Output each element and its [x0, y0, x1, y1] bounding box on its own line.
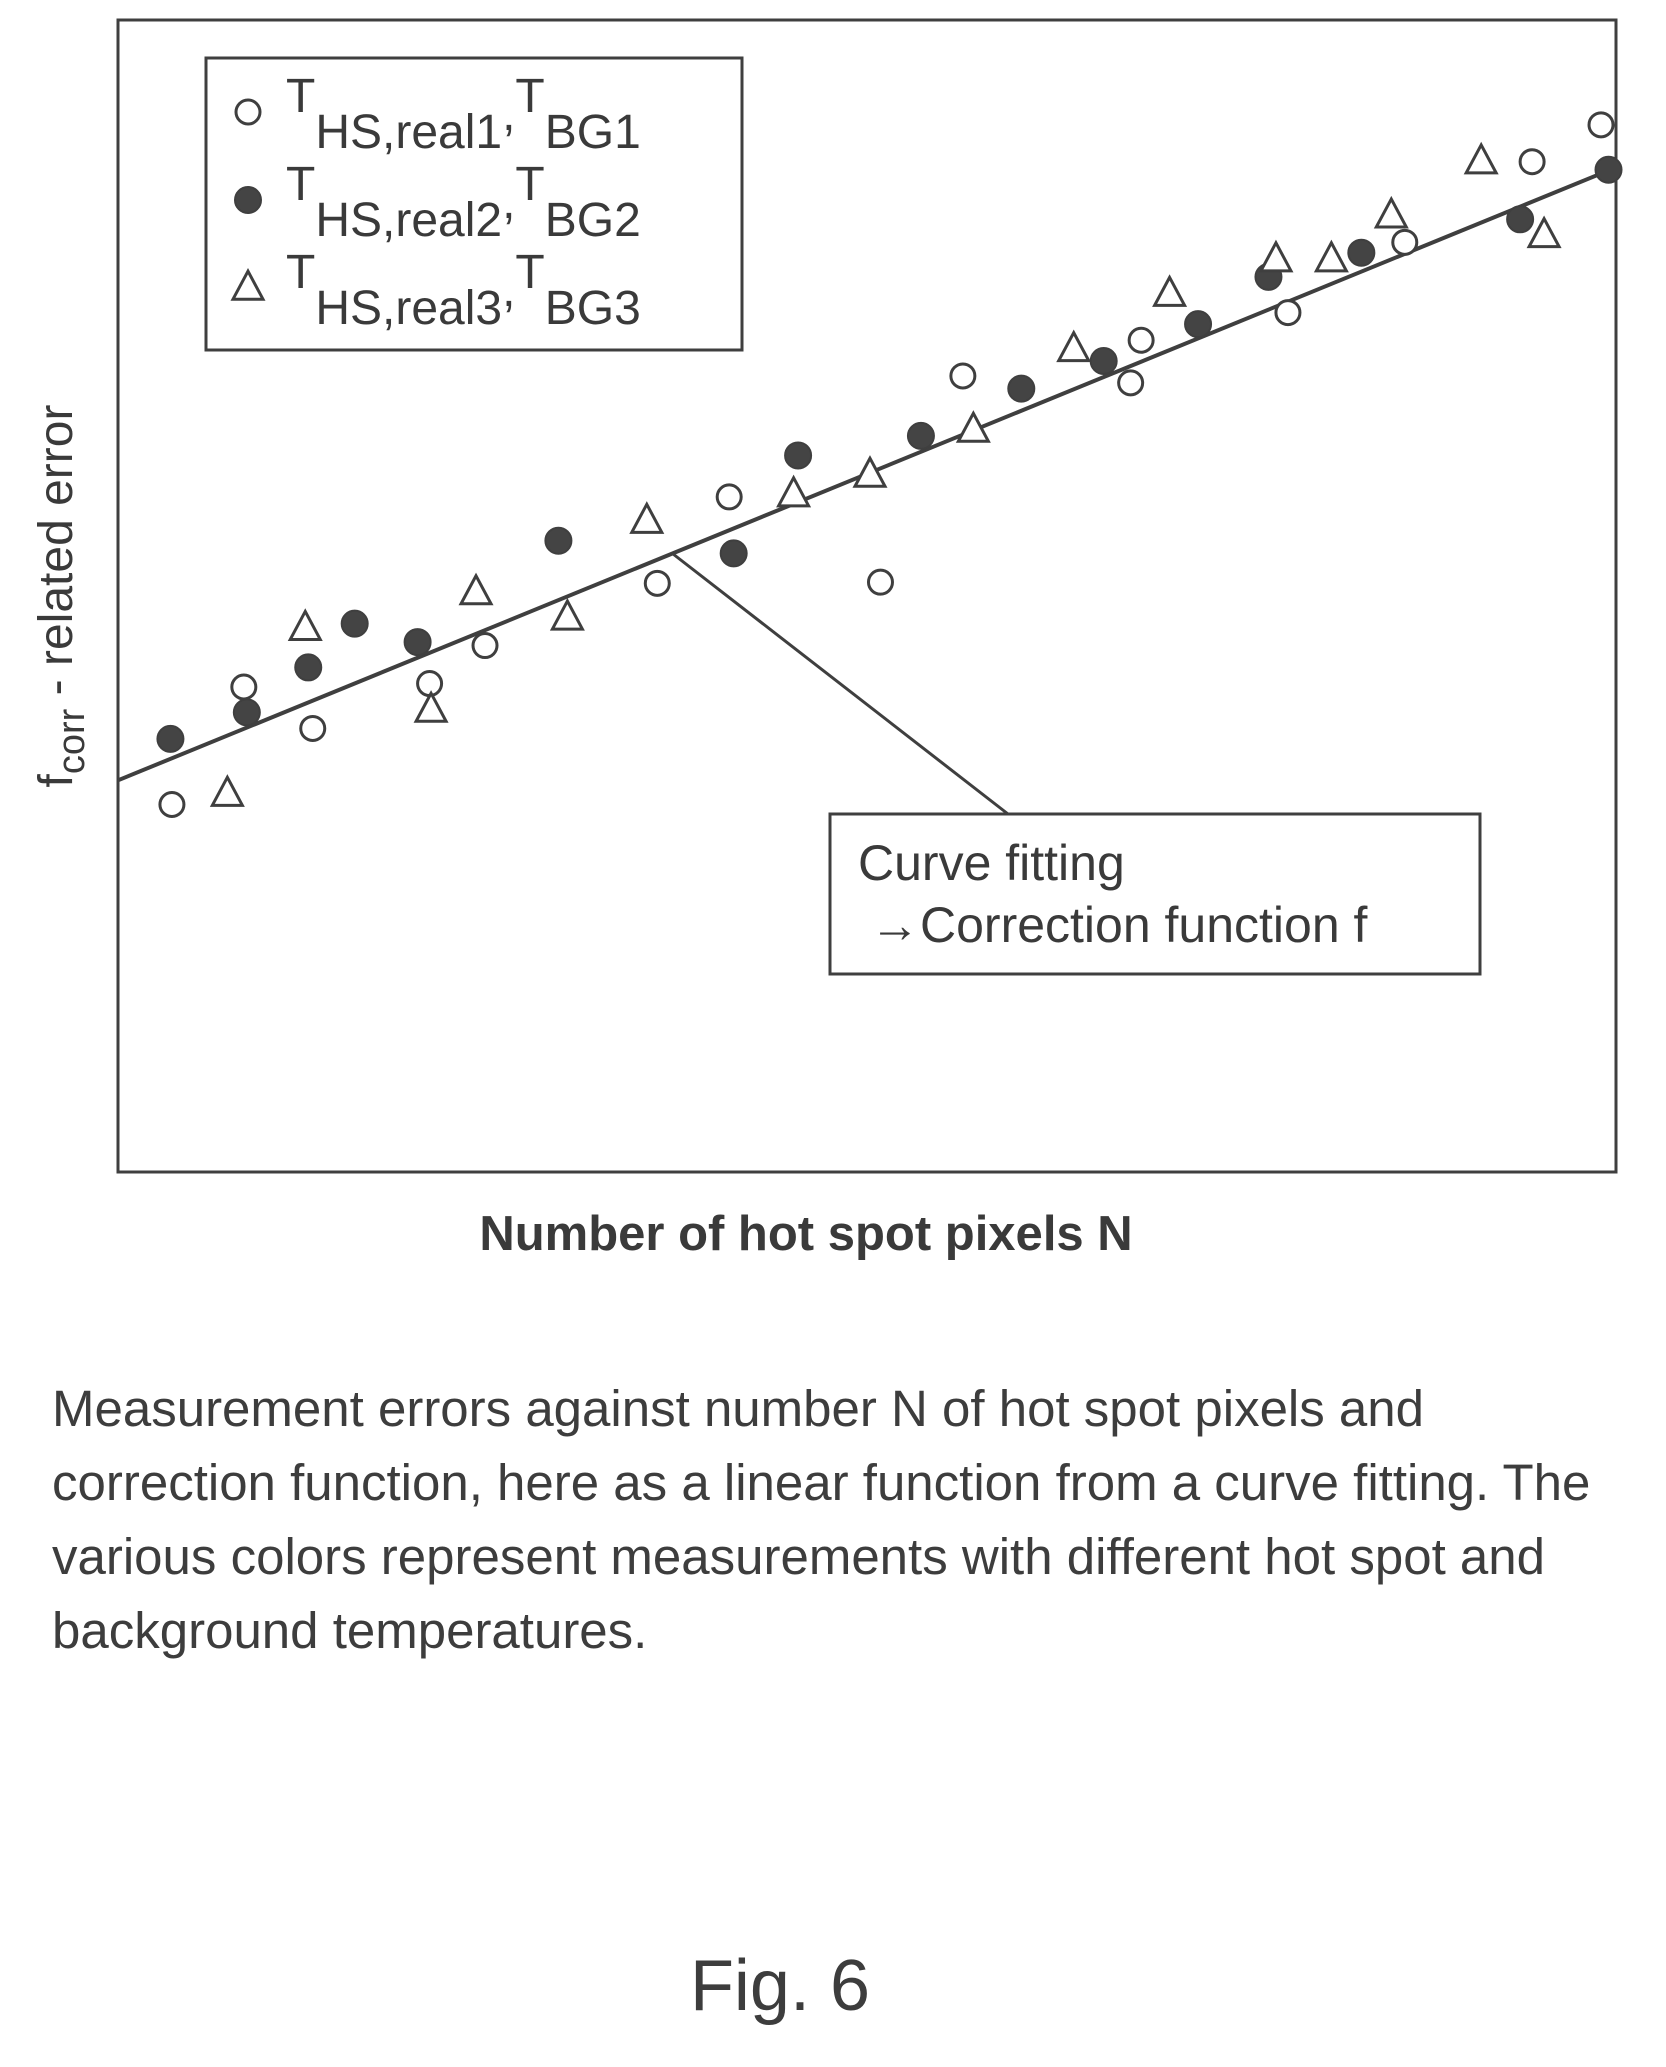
data-point-series-2 [1594, 155, 1623, 184]
marks-layer [156, 111, 1623, 819]
data-point-series-3 [776, 474, 812, 508]
legend-label-3-part-5: BG3 [545, 282, 641, 335]
data-point-series-3 [1056, 329, 1092, 363]
annotation-line-2-text: Correction function f [920, 897, 1368, 953]
y-axis-label-main: f [30, 773, 83, 787]
legend-label-1-part-4: T [515, 70, 544, 123]
data-point-series-2 [784, 441, 813, 470]
data-point-series-3 [287, 608, 323, 641]
data-point-series-3 [1258, 239, 1294, 273]
data-point-series-2 [294, 653, 323, 682]
annotation-line-1: Curve fitting [858, 835, 1125, 891]
data-point-series-1 [866, 568, 894, 596]
x-axis-label: Number of hot spot pixels N [479, 1207, 1132, 1261]
legend-label-2-part-4: T [515, 158, 544, 211]
data-point-series-1 [1587, 111, 1615, 139]
legend-box [204, 56, 744, 352]
data-point-series-2 [544, 526, 573, 555]
data-point-series-2 [156, 724, 185, 753]
data-point-series-2 [719, 539, 748, 568]
figure-label: Fig. 6 [689, 1946, 871, 2026]
data-point-series-3 [1152, 274, 1188, 307]
legend-label-2-part-2: HS,real2 [315, 194, 502, 247]
data-point-series-2 [232, 698, 261, 727]
data-point-series-2 [1089, 346, 1118, 375]
annotation-box [828, 812, 1482, 976]
data-point-series-2 [1184, 310, 1213, 339]
data-point-series-1 [299, 714, 327, 742]
data-point-series-3 [458, 572, 494, 606]
fit-annotation: Curve fitting →Correction function f [671, 552, 1482, 976]
data-point-series-3 [1373, 195, 1409, 229]
data-point-series-2 [403, 628, 432, 657]
data-point-series-1 [1127, 326, 1155, 354]
arrow-right-icon: → [870, 897, 920, 953]
data-point-series-3 [629, 501, 665, 534]
legend-label-3-part-2: HS,real3 [315, 282, 502, 335]
legend-label-2-part-3: , [502, 176, 515, 229]
y-axis-label-sub: corr [51, 708, 93, 774]
legend-label-3-part-3: , [502, 264, 515, 317]
data-point-series-1 [1274, 299, 1302, 327]
plot-frame [116, 18, 1618, 1174]
data-point-series-1 [158, 791, 186, 819]
data-point-series-2 [906, 421, 935, 450]
data-point-series-2 [1007, 374, 1036, 403]
legend-label-2-part-5: BG2 [545, 194, 641, 247]
legend-label-1-part-2: HS,real1 [315, 106, 502, 159]
data-point-series-1 [230, 673, 258, 701]
legend-label-1-part-5: BG1 [545, 106, 641, 159]
data-point-series-2 [1506, 205, 1535, 234]
legend-entries: THS,real1,TBG1THS,real2,TBG2THS,real3,TB… [230, 70, 641, 335]
data-point-series-1 [643, 569, 671, 597]
y-axis-label: fcorr - related error [30, 405, 93, 788]
legend-label-1: THS,real1,TBG1 [286, 70, 641, 159]
data-point-series-3 [413, 690, 449, 723]
legend-label-3-part-4: T [515, 246, 544, 299]
legend-label-2-part-1: T [286, 158, 315, 211]
data-point-series-3 [549, 597, 585, 631]
data-point-series-1 [416, 670, 444, 698]
annotation-line-2: →Correction function f [870, 897, 1368, 953]
annotation-leader-line [671, 552, 1009, 816]
data-point-series-2 [340, 609, 369, 638]
y-axis-label-rest: - related error [30, 405, 83, 709]
legend: THS,real1,TBG1THS,real2,TBG2THS,real3,TB… [204, 56, 744, 352]
data-point-series-1 [1518, 148, 1546, 176]
data-point-series-1 [471, 632, 499, 660]
data-point-series-3 [852, 455, 888, 488]
data-point-series-3 [1526, 215, 1562, 249]
legend-label-1-part-3: , [502, 88, 515, 141]
legend-label-3: THS,real3,TBG3 [286, 246, 641, 335]
legend-label-2: THS,real2,TBG2 [286, 158, 641, 247]
data-point-series-3 [209, 774, 245, 807]
data-point-series-3 [1313, 239, 1349, 273]
legend-label-3-part-1: T [286, 246, 315, 299]
data-point-series-1 [1391, 228, 1419, 256]
figure-caption: Measurement errors against number N of h… [52, 1380, 1591, 1659]
legend-marker-3 [230, 268, 266, 301]
data-point-series-1 [715, 483, 743, 511]
data-point-series-3 [955, 410, 991, 443]
data-point-series-3 [1463, 141, 1499, 175]
legend-label-1-part-1: T [286, 70, 315, 123]
data-point-series-1 [1117, 369, 1145, 397]
legend-marker-2 [234, 186, 262, 214]
data-point-series-2 [1347, 238, 1376, 267]
data-point-series-1 [949, 362, 977, 390]
legend-marker-1 [234, 98, 262, 126]
